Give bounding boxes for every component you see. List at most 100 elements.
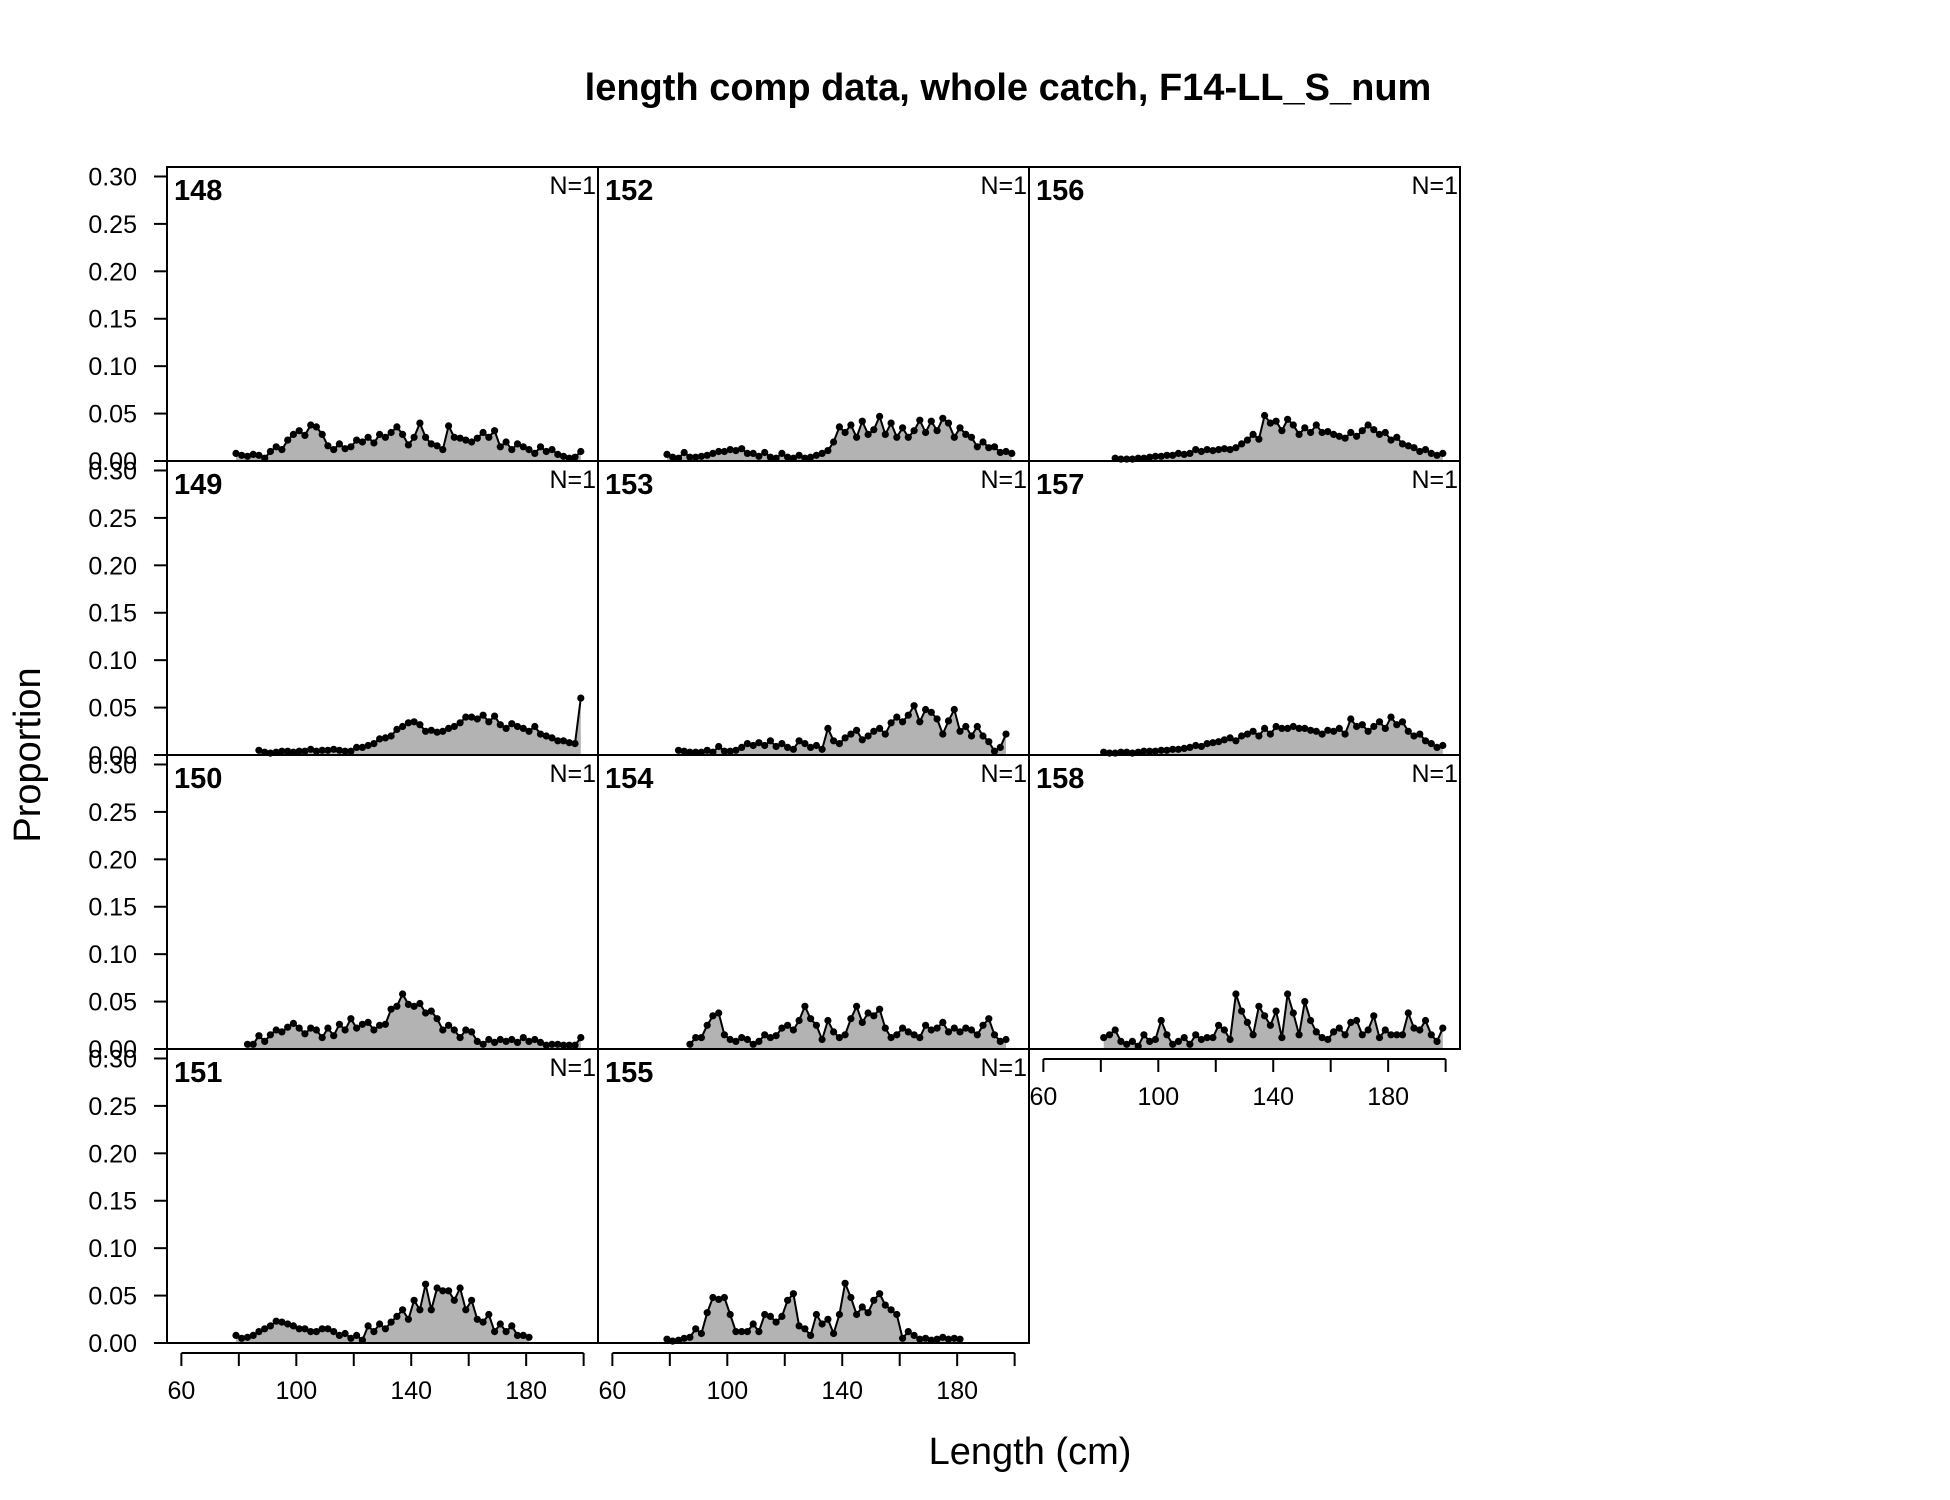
data-point [324, 1024, 332, 1032]
data-point [715, 742, 723, 751]
data-point [1255, 732, 1263, 740]
data-point [1186, 743, 1194, 752]
data-point [933, 1335, 941, 1343]
data-point [559, 737, 568, 745]
panel-157: 157 N=1 [1028, 460, 1461, 757]
x-tick-label: 60 [598, 1377, 626, 1405]
panel-150: 150 N=1 0.00 0.05 0.10 0.15 0.20 0.25 0.30 [88, 751, 599, 1064]
data-point [364, 1322, 372, 1330]
data-point [996, 448, 1004, 457]
data-point [686, 1333, 694, 1341]
data-point [807, 743, 815, 752]
data-point [1261, 724, 1269, 733]
y-tick-label: 0.10 [88, 941, 137, 969]
data-point [979, 732, 987, 740]
data-point [709, 1012, 717, 1020]
data-point [1410, 444, 1418, 452]
data-point [824, 1016, 832, 1025]
data-point [289, 1322, 297, 1330]
data-point [439, 1026, 447, 1034]
data-point [1347, 428, 1355, 437]
data-point [962, 722, 970, 731]
panel-frame [166, 460, 599, 756]
data-point [416, 999, 424, 1008]
data-point [301, 431, 309, 439]
data-point [548, 1040, 556, 1048]
data-point [1008, 449, 1016, 457]
data-point [445, 1021, 453, 1029]
data-point [876, 412, 884, 420]
data-point [1410, 1024, 1418, 1032]
data-point [1347, 1018, 1355, 1026]
data-point [807, 1015, 815, 1023]
data-point [307, 1024, 315, 1032]
data-point [1353, 432, 1361, 440]
data-point [295, 747, 303, 755]
data-point [422, 727, 430, 735]
data-point [577, 1034, 585, 1042]
data-point [1318, 428, 1326, 437]
data-point [399, 990, 407, 998]
data-point [301, 747, 309, 755]
data-point [433, 1015, 441, 1023]
data-point [1410, 732, 1418, 740]
data-point [353, 1331, 361, 1339]
data-point [324, 442, 332, 450]
data-point [807, 1331, 815, 1339]
data-point [341, 747, 349, 755]
data-point [445, 422, 453, 430]
data-point [410, 1296, 418, 1304]
data-point [491, 427, 499, 435]
data-point [990, 747, 999, 755]
data-point [1209, 447, 1217, 455]
data-point [887, 1306, 895, 1314]
data-point [916, 416, 924, 424]
data-point [1335, 432, 1343, 440]
data-point [830, 438, 838, 446]
data-point [784, 1021, 792, 1029]
data-point [922, 1021, 930, 1029]
data-point [519, 724, 527, 733]
data-point [1330, 727, 1338, 735]
data-point [726, 446, 734, 454]
data-point [922, 428, 930, 437]
data-point [1370, 722, 1378, 731]
data-point [1324, 726, 1332, 734]
data-point [990, 1031, 999, 1039]
data-point [755, 1037, 763, 1045]
data-point [732, 447, 740, 455]
data-point [330, 1328, 338, 1336]
data-point [255, 451, 263, 459]
data-point [916, 1034, 924, 1042]
data-point [456, 434, 464, 442]
data-point [387, 1318, 395, 1326]
data-point [416, 721, 424, 729]
panel-label: 152 [605, 175, 653, 207]
data-point [910, 702, 918, 710]
data-point [284, 436, 292, 444]
data-point [1421, 1016, 1430, 1025]
data-point [577, 447, 585, 456]
data-point [1272, 722, 1280, 731]
data-point [404, 1000, 412, 1009]
data-point [847, 421, 855, 429]
data-point [1341, 730, 1349, 738]
data-point [324, 746, 332, 754]
data-point [1398, 440, 1407, 448]
data-point [1151, 747, 1159, 755]
data-point [462, 713, 470, 721]
panel-153: 153 N=1 [597, 460, 1030, 756]
data-point [295, 1024, 303, 1032]
data-point [1307, 726, 1315, 734]
data-point [571, 740, 579, 748]
data-point [927, 417, 935, 425]
data-point [1433, 1037, 1441, 1045]
panel-label: 156 [1036, 175, 1084, 207]
data-point [922, 705, 930, 714]
y-tick-label: 0.15 [88, 306, 137, 334]
x-tick-label: 180 [1367, 1083, 1409, 1111]
data-point [376, 1320, 384, 1328]
y-tick-label: 0.10 [88, 647, 137, 675]
data-point [703, 451, 711, 459]
data-point [1398, 1031, 1407, 1039]
